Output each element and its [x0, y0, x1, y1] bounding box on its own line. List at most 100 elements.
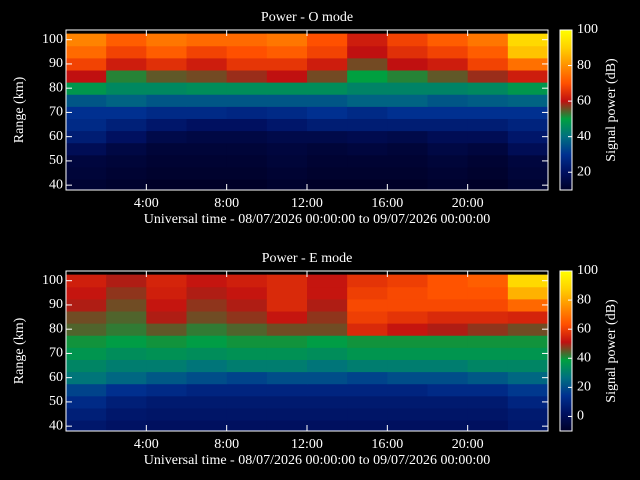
heatmap-cell	[467, 311, 509, 324]
heatmap-cell	[186, 142, 228, 156]
heatmap-cell	[66, 94, 107, 107]
heatmap-cell	[266, 347, 308, 360]
heatmap-cell	[347, 298, 388, 312]
heatmap-cell	[467, 407, 509, 421]
heatmap-cell	[347, 70, 388, 83]
x-axis-label: Universal time - 08/07/2026 00:00:00 to …	[144, 212, 490, 227]
heatmap-cell	[66, 407, 107, 421]
heatmap-cell	[467, 106, 509, 119]
heatmap-cell	[307, 420, 348, 431]
heatmap-cell	[347, 118, 388, 132]
heatmap-cell	[507, 142, 548, 156]
heatmap-cell	[226, 383, 268, 397]
heatmap-cell	[186, 359, 228, 373]
heatmap-cell	[467, 45, 509, 59]
heatmap-cell	[66, 335, 107, 348]
heatmap-cell	[186, 33, 228, 47]
heatmap-cell	[347, 347, 388, 360]
heatmap-cell	[226, 118, 268, 132]
heatmap-cell	[307, 130, 348, 144]
heatmap-cell	[186, 179, 228, 190]
heatmap-cell	[347, 142, 388, 156]
heatmap-cell	[307, 33, 348, 47]
heatmap-cell	[266, 311, 308, 324]
y-tick-label: 100	[42, 273, 63, 288]
heatmap-cell	[146, 371, 187, 385]
heatmap-cell	[106, 298, 147, 312]
heatmap-cell	[507, 166, 548, 180]
heatmap-cell	[186, 118, 228, 132]
heatmap-cell	[427, 420, 469, 431]
y-tick-label: 50	[49, 394, 63, 409]
heatmap-cell	[266, 383, 308, 397]
y-tick-label: 100	[42, 32, 63, 47]
heatmap-cell	[66, 82, 107, 95]
heatmap-cell	[226, 359, 268, 373]
heatmap-cell	[106, 323, 147, 336]
colorbar-tick-label: 100	[577, 263, 598, 278]
heatmap-cell	[427, 395, 469, 409]
heatmap-cell	[427, 82, 469, 95]
heatmap-cell	[507, 57, 548, 71]
heatmap-cell	[146, 311, 187, 324]
heatmap-cell	[266, 106, 308, 119]
x-axis-label: Universal time - 08/07/2026 00:00:00 to …	[144, 453, 490, 468]
heatmap-cell	[307, 371, 348, 385]
heatmap-cell	[226, 311, 268, 324]
heatmap-cell	[427, 323, 469, 336]
heatmap-cell	[427, 274, 469, 288]
heatmap-cell	[146, 286, 187, 300]
heatmap-cell	[186, 311, 228, 324]
heatmap-cell	[307, 82, 348, 95]
heatmap-cell	[387, 179, 428, 190]
heatmap-cell	[146, 142, 187, 156]
heatmap-cell	[226, 371, 268, 385]
y-axis-label: Range (km)	[12, 76, 27, 143]
heatmap-cell	[387, 274, 428, 288]
heatmap-cell	[226, 347, 268, 360]
heatmap-cell	[226, 106, 268, 119]
heatmap-cell	[507, 45, 548, 59]
heatmap-cell	[226, 70, 268, 83]
heatmap-cell	[266, 359, 308, 373]
heatmap-cell	[307, 154, 348, 168]
heatmap-cell	[186, 70, 228, 83]
heatmap-cell	[106, 311, 147, 324]
heatmap-cell	[266, 179, 308, 190]
x-tick-label: 8:00	[214, 196, 239, 211]
heatmap-cell	[146, 166, 187, 180]
heatmap-cell	[427, 179, 469, 190]
heatmap-cell	[507, 82, 548, 95]
heatmap-cell	[226, 407, 268, 421]
heatmap-cell	[226, 154, 268, 168]
heatmap-cell	[226, 274, 268, 288]
heatmap-cell	[266, 33, 308, 47]
heatmap-cell	[347, 420, 388, 431]
y-axis-label: Range (km)	[12, 317, 27, 384]
x-tick-label: 20:00	[452, 196, 484, 211]
colorbar-tick-label: 20	[577, 380, 591, 395]
heatmap-cell	[146, 154, 187, 168]
heatmap-cell	[467, 420, 509, 431]
heatmap-cell	[186, 395, 228, 409]
heatmap-cell	[467, 70, 509, 83]
heatmap-cell	[186, 82, 228, 95]
heatmap-cell	[266, 298, 308, 312]
y-tick-label: 70	[49, 105, 63, 120]
heatmap-cell	[266, 371, 308, 385]
heatmap-cell	[307, 166, 348, 180]
heatmap-cell	[347, 33, 388, 47]
heatmap-cell	[66, 383, 107, 397]
heatmap-cell	[66, 359, 107, 373]
heatmap-cell	[226, 420, 268, 431]
heatmap-cell	[307, 94, 348, 107]
heatmap-cell	[307, 298, 348, 312]
heatmap-cell	[106, 179, 147, 190]
heatmap-cell	[66, 420, 107, 431]
heatmap-cell	[146, 130, 187, 144]
heatmap-cell	[266, 118, 308, 132]
heatmap-cell	[427, 118, 469, 132]
heatmap-cell	[387, 420, 428, 431]
